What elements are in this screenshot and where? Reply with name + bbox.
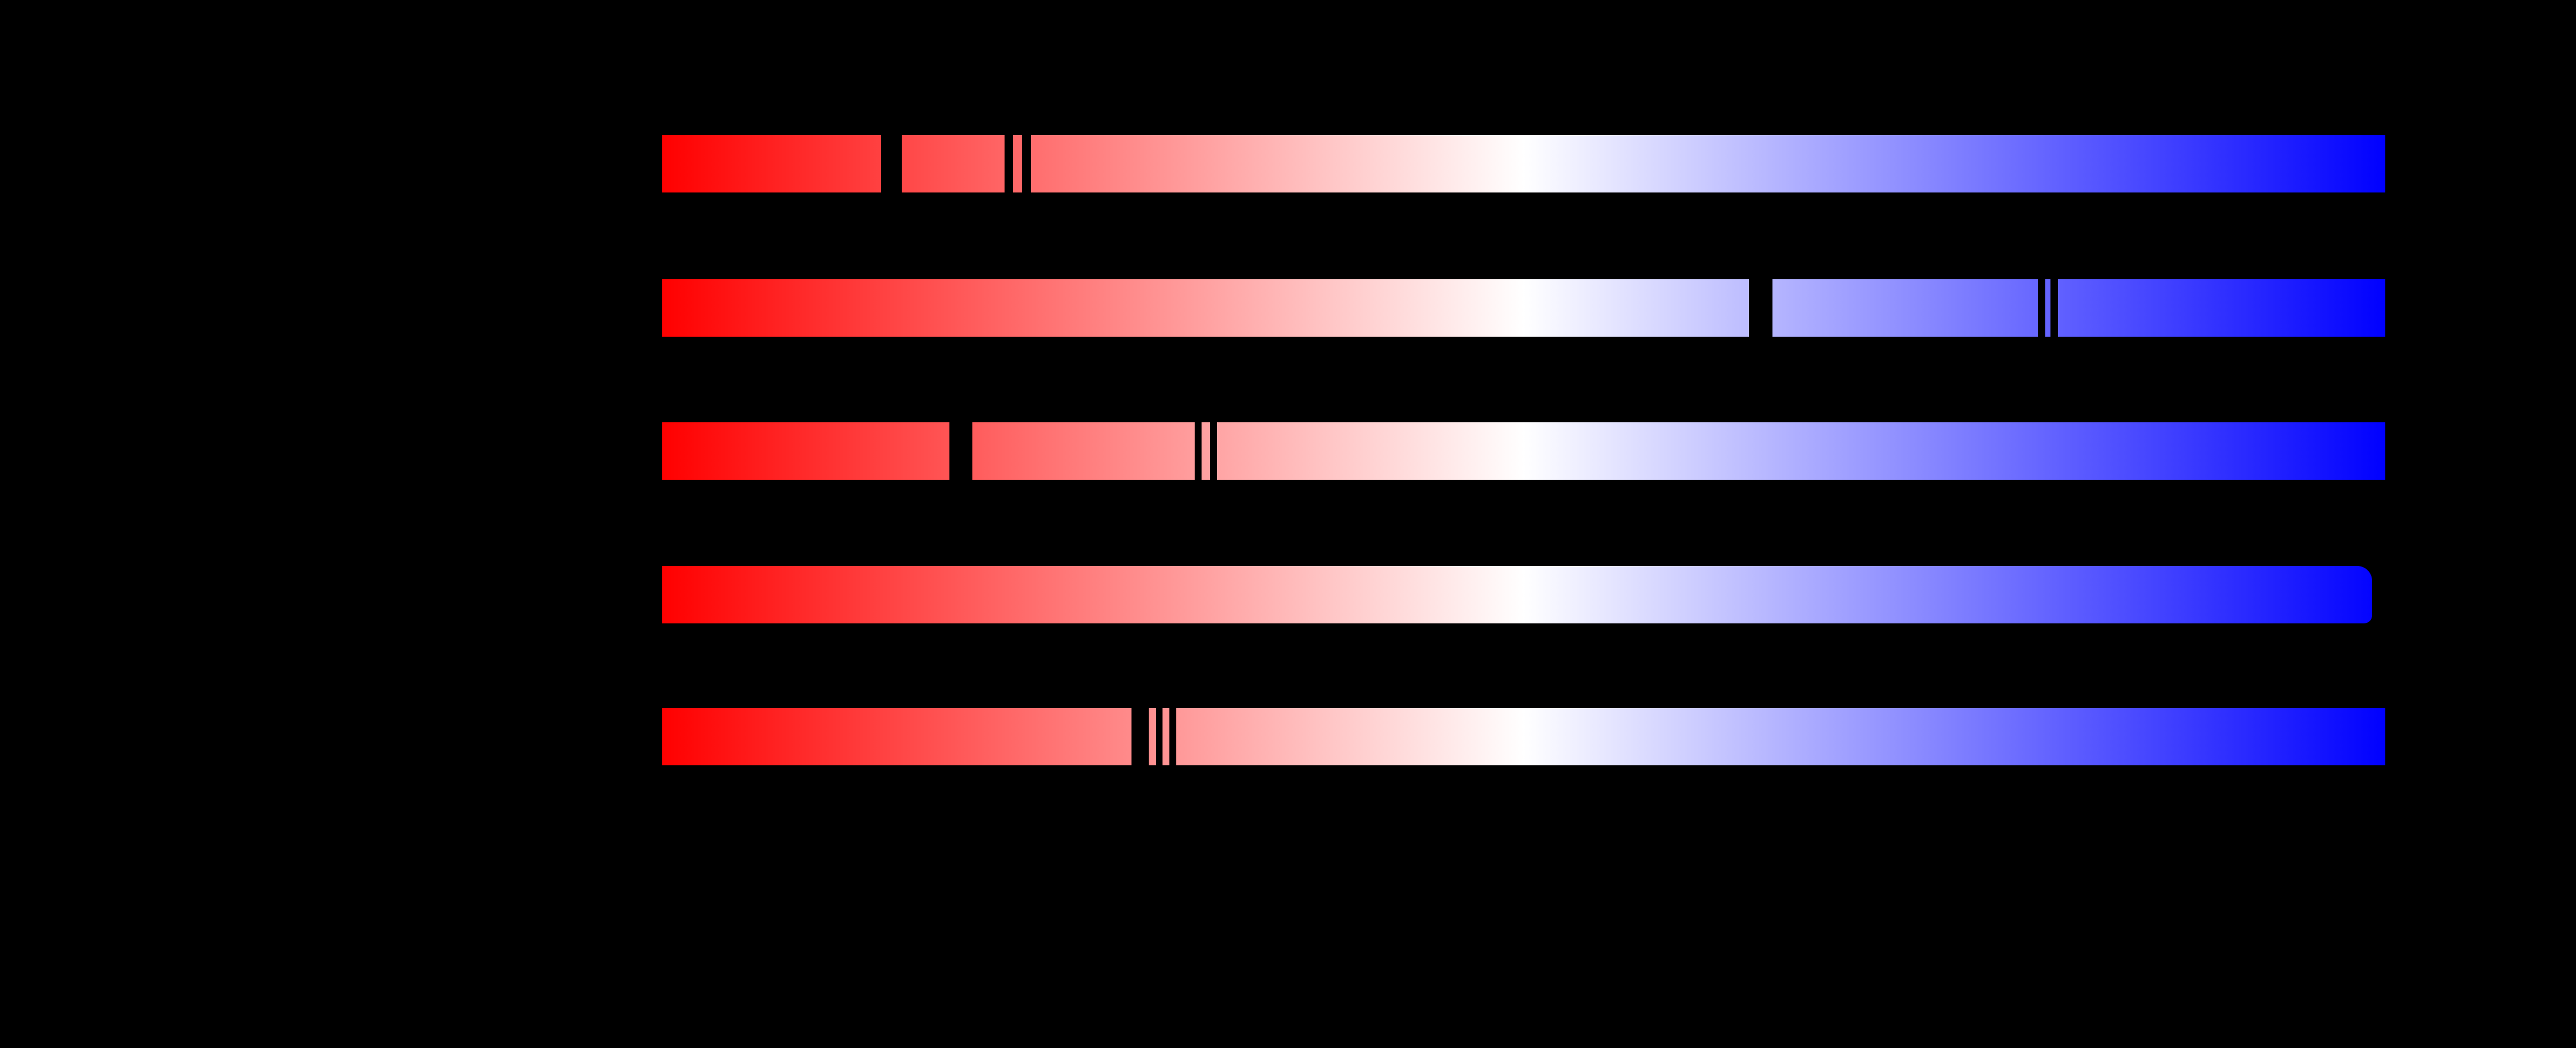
gradient-bar-2 — [662, 279, 2385, 337]
interval-marker-thin — [1195, 422, 1202, 480]
gradient-bar-4 — [662, 566, 2372, 623]
interval-marker-thin — [1210, 422, 1217, 480]
interval-marker-thin — [1156, 707, 1163, 766]
gradient-bar-3 — [662, 422, 2385, 480]
interval-marker-thick — [1749, 279, 1772, 337]
interval-marker-thick — [881, 134, 902, 193]
interval-marker-thick — [949, 422, 972, 480]
interval-marker-thin — [2050, 279, 2058, 337]
interval-marker-thin — [2038, 279, 2045, 337]
interval-marker-thick — [1131, 707, 1149, 766]
gradient-bar-1 — [662, 134, 2385, 193]
interval-marker-thin — [1022, 134, 1031, 193]
gradient-bar-5 — [662, 707, 2385, 766]
interval-marker-thin — [1005, 134, 1013, 193]
interval-marker-thin — [1169, 707, 1176, 766]
